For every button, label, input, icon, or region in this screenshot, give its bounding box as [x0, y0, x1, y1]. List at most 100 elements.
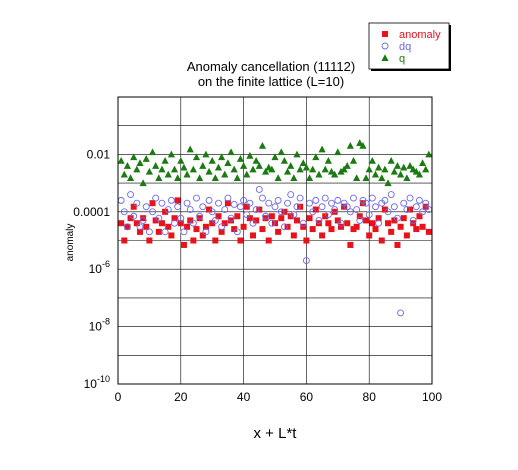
data-point-q: [268, 165, 276, 173]
data-point-anomaly: [363, 217, 370, 224]
data-point-anomaly: [350, 226, 357, 233]
data-point-q: [312, 153, 320, 161]
data-point-anomaly: [400, 215, 407, 222]
data-point-dq: [133, 199, 141, 207]
data-point-dq: [130, 212, 138, 220]
data-point-q: [365, 165, 373, 173]
data-point-dq: [397, 309, 405, 317]
data-point-q: [139, 179, 147, 187]
chart-title: Anomaly cancellation (11112)on the finit…: [187, 59, 355, 89]
data-point-anomaly: [215, 213, 222, 220]
data-point-dq: [375, 219, 383, 227]
data-point-anomaly: [155, 228, 162, 235]
data-point-dq: [296, 194, 304, 202]
data-point-q: [249, 165, 257, 173]
data-point-anomaly: [381, 206, 388, 213]
data-point-anomaly: [391, 217, 398, 224]
data-point-anomaly: [403, 232, 410, 239]
data-point-anomaly: [416, 213, 423, 220]
data-point-dq: [193, 194, 200, 202]
data-point-q: [214, 163, 223, 171]
data-point-anomaly: [184, 223, 191, 230]
data-point-q: [196, 174, 204, 182]
legend-marker-dq: [381, 42, 389, 50]
data-point-dq: [171, 219, 178, 227]
data-point-q: [397, 170, 405, 178]
data-point-q: [375, 163, 383, 171]
data-point-q: [412, 167, 420, 175]
data-point-anomaly: [287, 213, 294, 220]
data-point-q: [189, 165, 197, 173]
data-point-dq: [343, 203, 351, 211]
data-point-dq: [394, 214, 401, 222]
data-points: [117, 139, 433, 317]
data-point-anomaly: [124, 223, 131, 230]
data-point-q: [211, 174, 219, 182]
data-point-dq: [312, 196, 320, 204]
series-dq: [117, 186, 433, 317]
data-point-q: [283, 167, 292, 175]
data-point-dq: [315, 216, 323, 224]
data-point-q: [368, 156, 376, 164]
data-point-q: [381, 165, 389, 173]
data-point-dq: [205, 196, 213, 204]
data-point-anomaly: [221, 220, 228, 227]
data-point-anomaly: [347, 241, 354, 248]
data-point-anomaly: [275, 228, 282, 235]
x-tick-label: 80: [363, 390, 377, 404]
data-point-q: [117, 156, 125, 164]
data-point-q: [177, 156, 185, 164]
data-point-q: [371, 170, 380, 178]
legend-marker-anomaly: [382, 31, 388, 37]
data-point-anomaly: [303, 237, 310, 244]
data-point-dq: [406, 194, 414, 202]
data-point-anomaly: [306, 215, 313, 222]
grid: [117, 96, 433, 385]
data-point-anomaly: [425, 228, 432, 235]
data-point-dq: [302, 257, 310, 265]
chart-title-line: Anomaly cancellation (11112): [187, 59, 355, 74]
data-point-anomaly: [218, 228, 225, 235]
data-point-dq: [280, 223, 288, 231]
data-point-anomaly: [322, 213, 329, 220]
y-tick-label: 0.01: [87, 147, 111, 161]
data-point-q: [174, 174, 182, 182]
data-point-q: [186, 145, 194, 153]
data-point-dq: [145, 228, 153, 236]
data-point-anomaly: [344, 220, 351, 227]
chart-title-line: on the finite lattice (L=10): [198, 74, 344, 89]
data-point-dq: [419, 208, 427, 216]
data-point-dq: [158, 199, 166, 207]
data-point-anomaly: [372, 226, 379, 233]
data-point-q: [208, 156, 216, 164]
data-point-q: [356, 139, 364, 146]
data-point-anomaly: [366, 232, 373, 239]
data-point-anomaly: [356, 213, 363, 220]
data-point-dq: [400, 199, 408, 207]
data-point-q: [415, 170, 424, 178]
data-point-q: [400, 163, 408, 171]
data-point-dq: [306, 199, 313, 207]
data-point-dq: [199, 203, 207, 211]
data-point-anomaly: [375, 215, 382, 222]
data-point-anomaly: [312, 206, 319, 213]
data-point-q: [240, 162, 248, 169]
y-axis-label: anomaly: [65, 224, 76, 262]
data-point-anomaly: [130, 203, 137, 210]
data-point-anomaly: [293, 217, 300, 224]
data-point-dq: [136, 223, 144, 231]
data-point-dq: [221, 206, 229, 213]
data-point-dq: [412, 203, 420, 211]
data-point-dq: [227, 214, 235, 222]
data-point-q: [327, 167, 336, 175]
data-point-q: [152, 162, 160, 169]
data-point-anomaly: [193, 226, 200, 233]
data-point-anomaly: [290, 232, 297, 239]
data-point-dq: [180, 228, 188, 236]
data-point-q: [126, 174, 135, 182]
data-point-anomaly: [212, 237, 219, 244]
data-point-q: [261, 167, 270, 175]
data-point-dq: [240, 196, 248, 204]
data-point-q: [205, 167, 213, 175]
data-point-dq: [215, 199, 222, 207]
